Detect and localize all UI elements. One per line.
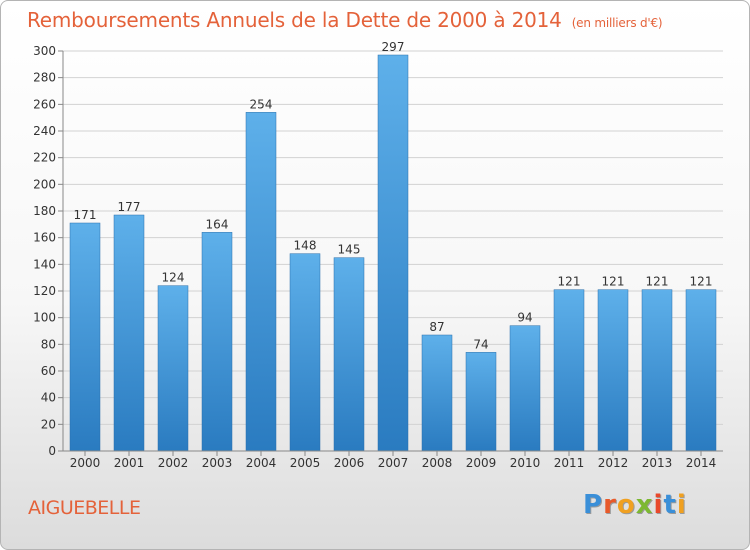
bar-value-label: 121: [646, 275, 669, 289]
chart-title-text: Remboursements Annuels de la Dette de 20…: [27, 8, 562, 32]
logo-letter: r: [603, 490, 617, 520]
bar: [245, 112, 277, 452]
bar: [465, 352, 497, 452]
logo-letter: t: [663, 490, 677, 520]
bar-value-label: 94: [517, 311, 532, 325]
x-tick-label: 2005: [290, 456, 321, 470]
bar-value-label: 297: [382, 40, 405, 54]
bar-value-label: 87: [429, 320, 444, 334]
y-tick-label: 100: [33, 311, 56, 325]
y-tick-label: 60: [41, 364, 56, 378]
x-tick-label: 2004: [246, 456, 277, 470]
y-tick-label: 300: [33, 44, 56, 58]
bar: [289, 253, 321, 452]
x-tick-label: 2006: [334, 456, 365, 470]
x-tick-label: 2007: [378, 456, 409, 470]
bar-value-label: 254: [250, 97, 273, 111]
bar: [69, 222, 101, 452]
x-tick-label: 2013: [642, 456, 673, 470]
y-tick-label: 0: [48, 444, 56, 458]
bar-value-label: 124: [162, 271, 185, 285]
bar-value-label: 121: [602, 275, 625, 289]
logo-letter: P: [583, 490, 604, 520]
bar: [333, 257, 365, 452]
bar: [377, 54, 409, 452]
place-name: AIGUEBELLE: [28, 497, 141, 519]
x-tick-label: 2009: [466, 456, 497, 470]
bar-value-label: 145: [338, 243, 361, 257]
bar: [685, 289, 717, 452]
bar: [597, 289, 629, 452]
bar-value-label: 148: [294, 239, 317, 253]
bar: [113, 214, 145, 452]
y-tick-label: 160: [33, 231, 56, 245]
y-tick-label: 260: [33, 97, 56, 111]
y-tick-label: 200: [33, 177, 56, 191]
y-tick-label: 40: [41, 391, 56, 405]
y-tick-label: 80: [41, 337, 56, 351]
logo-letter: i: [653, 490, 664, 520]
chart-title: Remboursements Annuels de la Dette de 20…: [27, 8, 663, 32]
bar-value-label: 164: [206, 217, 229, 231]
x-tick-label: 2008: [422, 456, 453, 470]
bar: [157, 285, 189, 452]
x-tick-label: 2003: [202, 456, 233, 470]
x-tick-label: 2011: [554, 456, 585, 470]
x-tick-label: 2010: [510, 456, 541, 470]
bar: [201, 232, 233, 452]
bar-value-label: 171: [74, 208, 97, 222]
x-tick-label: 2000: [70, 456, 101, 470]
y-tick-label: 280: [33, 71, 56, 85]
y-tick-label: 120: [33, 284, 56, 298]
bar: [421, 334, 453, 452]
bar: [553, 289, 585, 452]
y-tick-label: 140: [33, 257, 56, 271]
y-tick-label: 180: [33, 204, 56, 218]
y-tick-label: 220: [33, 151, 56, 165]
bar: [509, 325, 541, 452]
proxiti-logo: Proxiti: [583, 490, 687, 524]
logo-letter: x: [635, 490, 654, 520]
bar-value-label: 177: [118, 200, 141, 214]
x-tick-label: 2002: [158, 456, 189, 470]
x-tick-label: 2012: [598, 456, 629, 470]
bar-value-label: 121: [558, 275, 581, 289]
chart-unit: (en milliers d'€): [571, 16, 663, 30]
bar: [641, 289, 673, 452]
x-tick-label: 2001: [114, 456, 145, 470]
x-tick-label: 2014: [686, 456, 717, 470]
logo-letter: o: [616, 490, 636, 520]
bar-value-label: 121: [690, 275, 713, 289]
bar-value-label: 74: [473, 337, 488, 351]
logo-letter: i: [676, 490, 687, 520]
y-tick-label: 240: [33, 124, 56, 138]
y-tick-label: 20: [41, 417, 56, 431]
